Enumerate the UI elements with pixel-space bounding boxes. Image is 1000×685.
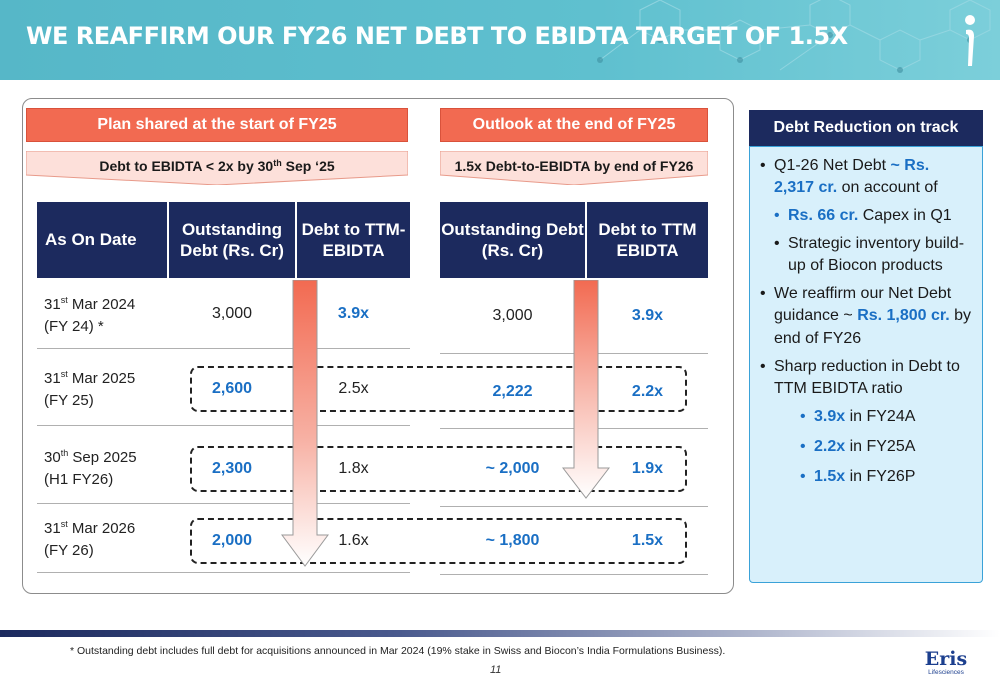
logo-name: Eris xyxy=(924,648,968,670)
sidebar-ratio-item: 3.9x in FY24A xyxy=(800,406,972,428)
highlight-box xyxy=(190,366,687,412)
date-day: 31 xyxy=(44,296,61,314)
plan-banner: Plan shared at the start of FY25 xyxy=(26,108,408,142)
sidebar-bullet: We reaffirm our Net Debt guidance ~ Rs. … xyxy=(760,283,972,349)
bullet-text: in FY26P xyxy=(845,467,916,485)
plan-ratio-value: 1.8x xyxy=(338,460,369,477)
header-plan-ratio: Debt to TTM-EBIDTA xyxy=(297,202,410,278)
bullet-text: by end of FY26 xyxy=(774,307,972,347)
outlook-ratio-value: 1.5x xyxy=(631,532,664,549)
bullet-text: Q1-26 Net Debt xyxy=(774,157,891,174)
date-fy: (FY 26) xyxy=(44,542,94,559)
outlook-subtitle: 1.5x Debt-to-EBIDTA by end of FY26 xyxy=(440,151,708,185)
plan-subtitle-sup: th xyxy=(273,157,282,168)
down-arrow-icon xyxy=(281,280,329,567)
outlook-debt-value: ~ 2,000 xyxy=(485,460,540,477)
header-bar: WE REAFFIRM OUR FY26 NET DEBT TO EBIDTA … xyxy=(0,0,1000,80)
date-month: Mar 2025 xyxy=(67,370,136,388)
outlook-subtitle-text: 1.5x Debt-to-EBIDTA by end of FY26 xyxy=(454,158,694,174)
down-arrow-icon xyxy=(561,280,611,499)
chevron-banner-icon xyxy=(440,151,708,185)
row-divider xyxy=(37,425,410,426)
sidebar-subbullet: Strategic inventory build-up of Biocon p… xyxy=(774,233,972,277)
plan-banner-text: Plan shared at the start of FY25 xyxy=(97,116,337,133)
row-divider xyxy=(440,506,708,507)
outlook-banner: Outlook at the end of FY25 xyxy=(440,108,708,142)
bullet-text: Capex in Q1 xyxy=(858,207,952,225)
outlook-debt-value: 3,000 xyxy=(492,307,533,324)
sidebar-title: Debt Reduction on track xyxy=(749,110,983,146)
date-sup: th xyxy=(60,448,69,459)
plan-debt-value: 2,600 xyxy=(211,380,253,397)
date-day: 31 xyxy=(44,370,61,388)
bullet-highlight: ~ Rs. 2,317 cr. xyxy=(774,157,930,197)
plan-subtitle: Debt to EBIDTA < 2x by 30th Sep ‘25 xyxy=(26,151,408,185)
plan-subtitle-end: Sep ‘25 xyxy=(281,158,335,175)
date-month: Mar 2024 xyxy=(67,296,136,314)
page-number: 11 xyxy=(490,664,502,676)
highlight-box xyxy=(190,518,687,564)
table-row-date: 30th Sep 2025 (H1 FY26) xyxy=(44,441,168,497)
outlook-ratio-value: 1.9x xyxy=(631,460,664,477)
outlook-ratio-value: 2.2x xyxy=(631,383,664,400)
bullet-highlight: 3.9x xyxy=(814,407,846,425)
plan-ratio-value: 1.6x xyxy=(338,532,369,549)
date-fy: (H1 FY26) xyxy=(44,471,114,488)
footer-bar xyxy=(0,630,1000,637)
header-plan-debt: Outstanding Debt (Rs. Cr) xyxy=(169,202,295,278)
row-divider xyxy=(37,503,410,504)
bullet-text: Sharp reduction in Debt to TTM EBIDTA ra… xyxy=(774,357,960,397)
row-divider xyxy=(440,574,708,575)
plan-subtitle-text: Debt to EBIDTA < 2x by 30 xyxy=(99,158,274,175)
plan-ratio-value: 2.5x xyxy=(338,380,369,397)
logo-tagline: Lifesciences xyxy=(928,669,964,676)
plan-debt-value: 2,300 xyxy=(211,460,253,477)
page-title: WE REAFFIRM OUR FY26 NET DEBT TO EBIDTA … xyxy=(26,22,848,50)
person-logo-icon xyxy=(965,15,975,67)
bullet-highlight: 2.2x xyxy=(814,437,846,455)
sidebar-subbullet: Rs. 66 cr. Capex in Q1 xyxy=(774,205,972,227)
date-month: Sep 2025 xyxy=(68,449,137,467)
bullet-highlight: Rs. 66 cr. xyxy=(788,207,859,225)
sidebar-ratio-item: 1.5x in FY26P xyxy=(800,466,972,488)
date-day: 30 xyxy=(44,449,61,467)
bullet-highlight: 1.5x xyxy=(814,467,846,485)
date-sup: st xyxy=(60,519,68,530)
chevron-banner-icon xyxy=(26,151,408,185)
date-fy: (FY 25) xyxy=(44,392,94,409)
outlook-banner-text: Outlook at the end of FY25 xyxy=(472,116,676,133)
highlight-box xyxy=(190,446,687,492)
sidebar-bullet: Q1-26 Net Debt ~ Rs. 2,317 cr. on accoun… xyxy=(760,155,972,199)
bullet-text: Strategic inventory build-up of Biocon p… xyxy=(788,235,965,275)
date-month: Mar 2026 xyxy=(67,520,136,538)
plan-debt-value: 2,000 xyxy=(211,532,253,549)
plan-ratio-value: 3.9x xyxy=(337,305,370,322)
bullet-text: in FY25A xyxy=(845,437,916,455)
outlook-debt-value: ~ 1,800 xyxy=(485,532,540,549)
header-as-on-date: As On Date xyxy=(37,202,167,278)
sidebar-ratio-item: 2.2x in FY25A xyxy=(800,436,972,458)
footnote: * Outstanding debt includes full debt fo… xyxy=(70,645,726,657)
bullet-highlight: Rs. 1,800 cr. xyxy=(857,307,950,325)
table-row-date: 31st Mar 2025 (FY 25) xyxy=(44,362,168,418)
outlook-debt-value: 2,222 xyxy=(492,383,533,400)
table-row-date: 31st Mar 2024 (FY 24) * xyxy=(44,288,168,344)
sidebar-panel: Q1-26 Net Debt ~ Rs. 2,317 cr. on accoun… xyxy=(749,146,983,583)
bullet-text: on account of xyxy=(837,179,938,197)
date-sup: st xyxy=(60,295,68,306)
bullet-text: We reaffirm our Net Debt guidance ~ xyxy=(774,285,952,325)
row-divider xyxy=(37,572,410,573)
date-sup: st xyxy=(60,369,68,380)
date-fy: (FY 24) * xyxy=(44,318,104,335)
bullet-text: in FY24A xyxy=(845,407,916,425)
sidebar-bullet: Sharp reduction in Debt to TTM EBIDTA ra… xyxy=(760,356,972,400)
header-outlook-ratio: Debt to TTM EBIDTA xyxy=(587,202,708,278)
plan-debt-value: 3,000 xyxy=(211,305,253,322)
header-outlook-debt: Outstanding Debt (Rs. Cr) xyxy=(440,202,585,278)
row-divider xyxy=(37,348,410,349)
company-logo: Eris Lifesciences xyxy=(920,648,972,677)
table-row-date: 31st Mar 2026 (FY 26) xyxy=(44,512,168,568)
date-day: 31 xyxy=(44,520,61,538)
outlook-ratio-value: 3.9x xyxy=(631,307,664,324)
